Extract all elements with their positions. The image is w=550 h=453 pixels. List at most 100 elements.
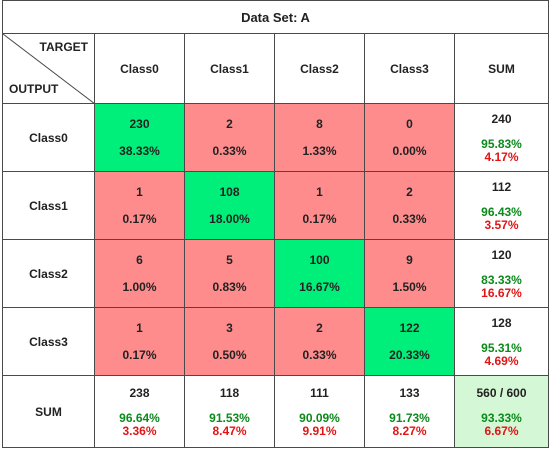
cell-count: 3 bbox=[226, 321, 233, 335]
row-sum-cell: 128 95.31% 4.69% bbox=[454, 307, 549, 376]
sum-count: 238 bbox=[129, 385, 150, 400]
row-header-class1: Class1 bbox=[2, 171, 95, 240]
matrix-row: Class2 6 1.00% 5 0.83% 100 16.67% 9 1.50% 120 83.3… bbox=[2, 239, 549, 308]
sum-count: 560 / 600 bbox=[476, 385, 527, 400]
row-sum-cell: 112 96.43% 3.57% bbox=[454, 171, 549, 240]
matrix-cell: 108 18.00% bbox=[184, 171, 275, 240]
matrix-cell: 6 1.00% bbox=[94, 239, 185, 308]
chart-title: Data Set: A bbox=[2, 0, 549, 34]
cell-percent: 18.00% bbox=[209, 212, 250, 226]
cell-count: 2 bbox=[406, 185, 413, 199]
matrix-cell: 230 38.33% bbox=[94, 103, 185, 172]
sum-error-percent: 9.91% bbox=[302, 423, 337, 438]
cell-percent: 0.17% bbox=[122, 348, 157, 362]
cell-percent: 0.33% bbox=[392, 212, 427, 226]
cell-count: 1 bbox=[316, 185, 323, 199]
sum-error-percent: 4.69% bbox=[484, 353, 519, 368]
row-header-class3: Class3 bbox=[2, 307, 95, 376]
row-sum-cell: 120 83.33% 16.67% bbox=[454, 239, 549, 308]
matrix-cell: 2 0.33% bbox=[274, 307, 365, 376]
sum-count: 112 bbox=[491, 179, 512, 194]
sum-correct-percent: 91.53% bbox=[209, 410, 250, 425]
column-sum-cell: 111 90.09% 9.91% bbox=[274, 375, 365, 448]
cell-count: 108 bbox=[219, 185, 240, 199]
cell-count: 2 bbox=[316, 321, 323, 335]
matrix-cell: 8 1.33% bbox=[274, 103, 365, 172]
cell-count: 1 bbox=[136, 185, 143, 199]
matrix-cell: 2 0.33% bbox=[364, 171, 455, 240]
row-header-class0: Class0 bbox=[2, 103, 95, 172]
cell-count: 8 bbox=[316, 117, 323, 131]
cell-count: 100 bbox=[309, 253, 330, 267]
cell-count: 2 bbox=[226, 117, 233, 131]
cell-percent: 0.83% bbox=[212, 280, 247, 294]
column-header-class3: Class3 bbox=[364, 33, 455, 104]
cell-percent: 0.17% bbox=[302, 212, 337, 226]
matrix-cell: 100 16.67% bbox=[274, 239, 365, 308]
corner-cell: TARGET OUTPUT bbox=[2, 33, 95, 104]
sum-error-percent: 8.27% bbox=[392, 423, 427, 438]
matrix-row: Class0 230 38.33% 2 0.33% 8 1.33% 0 0.00% 240 95.8… bbox=[2, 103, 549, 172]
sum-correct-percent: 95.83% bbox=[481, 136, 522, 151]
sum-row: SUM 238 96.64% 3.36% 118 91.53% 8.47% 111 90.09%… bbox=[2, 375, 549, 448]
column-sum-cell: 118 91.53% 8.47% bbox=[184, 375, 275, 448]
cell-count: 122 bbox=[399, 321, 420, 335]
sum-correct-percent: 83.33% bbox=[481, 272, 522, 287]
sum-error-percent: 16.67% bbox=[481, 285, 522, 300]
matrix-cell: 9 1.50% bbox=[364, 239, 455, 308]
matrix-row: Class3 1 0.17% 3 0.50% 2 0.33% 122 20.33% 128 95.3… bbox=[2, 307, 549, 376]
column-sum-cell: 238 96.64% 3.36% bbox=[94, 375, 185, 448]
sum-error-percent: 8.47% bbox=[212, 423, 247, 438]
sum-error-percent: 3.36% bbox=[122, 423, 157, 438]
column-sum-cell: 133 91.73% 8.27% bbox=[364, 375, 455, 448]
total-accuracy-cell: 560 / 600 93.33% 6.67% bbox=[454, 375, 549, 448]
column-header-class0: Class0 bbox=[94, 33, 185, 104]
cell-percent: 0.00% bbox=[392, 144, 427, 158]
cell-percent: 1.50% bbox=[392, 280, 427, 294]
sum-count: 111 bbox=[310, 385, 329, 400]
corner-diagonal-line bbox=[3, 34, 95, 104]
cell-percent: 0.50% bbox=[212, 348, 247, 362]
cell-count: 230 bbox=[129, 117, 150, 131]
cell-count: 9 bbox=[406, 253, 413, 267]
column-header-class1: Class1 bbox=[184, 33, 275, 104]
target-axis-label: TARGET bbox=[39, 40, 88, 54]
matrix-cell: 122 20.33% bbox=[364, 307, 455, 376]
cell-count: 6 bbox=[136, 253, 143, 267]
cell-percent: 16.67% bbox=[299, 280, 340, 294]
sum-correct-percent: 91.73% bbox=[389, 410, 430, 425]
matrix-row: Class1 1 0.17% 108 18.00% 1 0.17% 2 0.33% 112 96.4… bbox=[2, 171, 549, 240]
sum-correct-percent: 96.43% bbox=[481, 204, 522, 219]
sum-error-percent: 6.67% bbox=[484, 423, 519, 438]
sum-count: 118 bbox=[219, 385, 240, 400]
sum-count: 133 bbox=[399, 385, 420, 400]
cell-percent: 0.33% bbox=[302, 348, 337, 362]
sum-count: 240 bbox=[491, 111, 512, 126]
cell-count: 1 bbox=[136, 321, 143, 335]
sum-correct-percent: 95.31% bbox=[481, 340, 522, 355]
matrix-cell: 1 0.17% bbox=[94, 171, 185, 240]
matrix-cell: 5 0.83% bbox=[184, 239, 275, 308]
sum-correct-percent: 90.09% bbox=[299, 410, 340, 425]
matrix-cell: 1 0.17% bbox=[274, 171, 365, 240]
cell-percent: 38.33% bbox=[119, 144, 160, 158]
matrix-cell: 1 0.17% bbox=[94, 307, 185, 376]
cell-percent: 20.33% bbox=[389, 348, 430, 362]
sum-count: 128 bbox=[491, 315, 512, 330]
sum-correct-percent: 93.33% bbox=[481, 410, 522, 425]
row-sum-cell: 240 95.83% 4.17% bbox=[454, 103, 549, 172]
cell-count: 0 bbox=[406, 117, 413, 131]
row-header-sum: SUM bbox=[2, 375, 95, 448]
cell-percent: 0.17% bbox=[122, 212, 157, 226]
matrix-cell: 3 0.50% bbox=[184, 307, 275, 376]
row-header-class2: Class2 bbox=[2, 239, 95, 308]
matrix-cell: 2 0.33% bbox=[184, 103, 275, 172]
matrix-cell: 0 0.00% bbox=[364, 103, 455, 172]
cell-count: 5 bbox=[226, 253, 233, 267]
output-axis-label: OUTPUT bbox=[9, 82, 59, 96]
sum-correct-percent: 96.64% bbox=[119, 410, 160, 425]
cell-percent: 1.00% bbox=[122, 280, 157, 294]
cell-percent: 0.33% bbox=[212, 144, 247, 158]
sum-error-percent: 4.17% bbox=[484, 149, 519, 164]
